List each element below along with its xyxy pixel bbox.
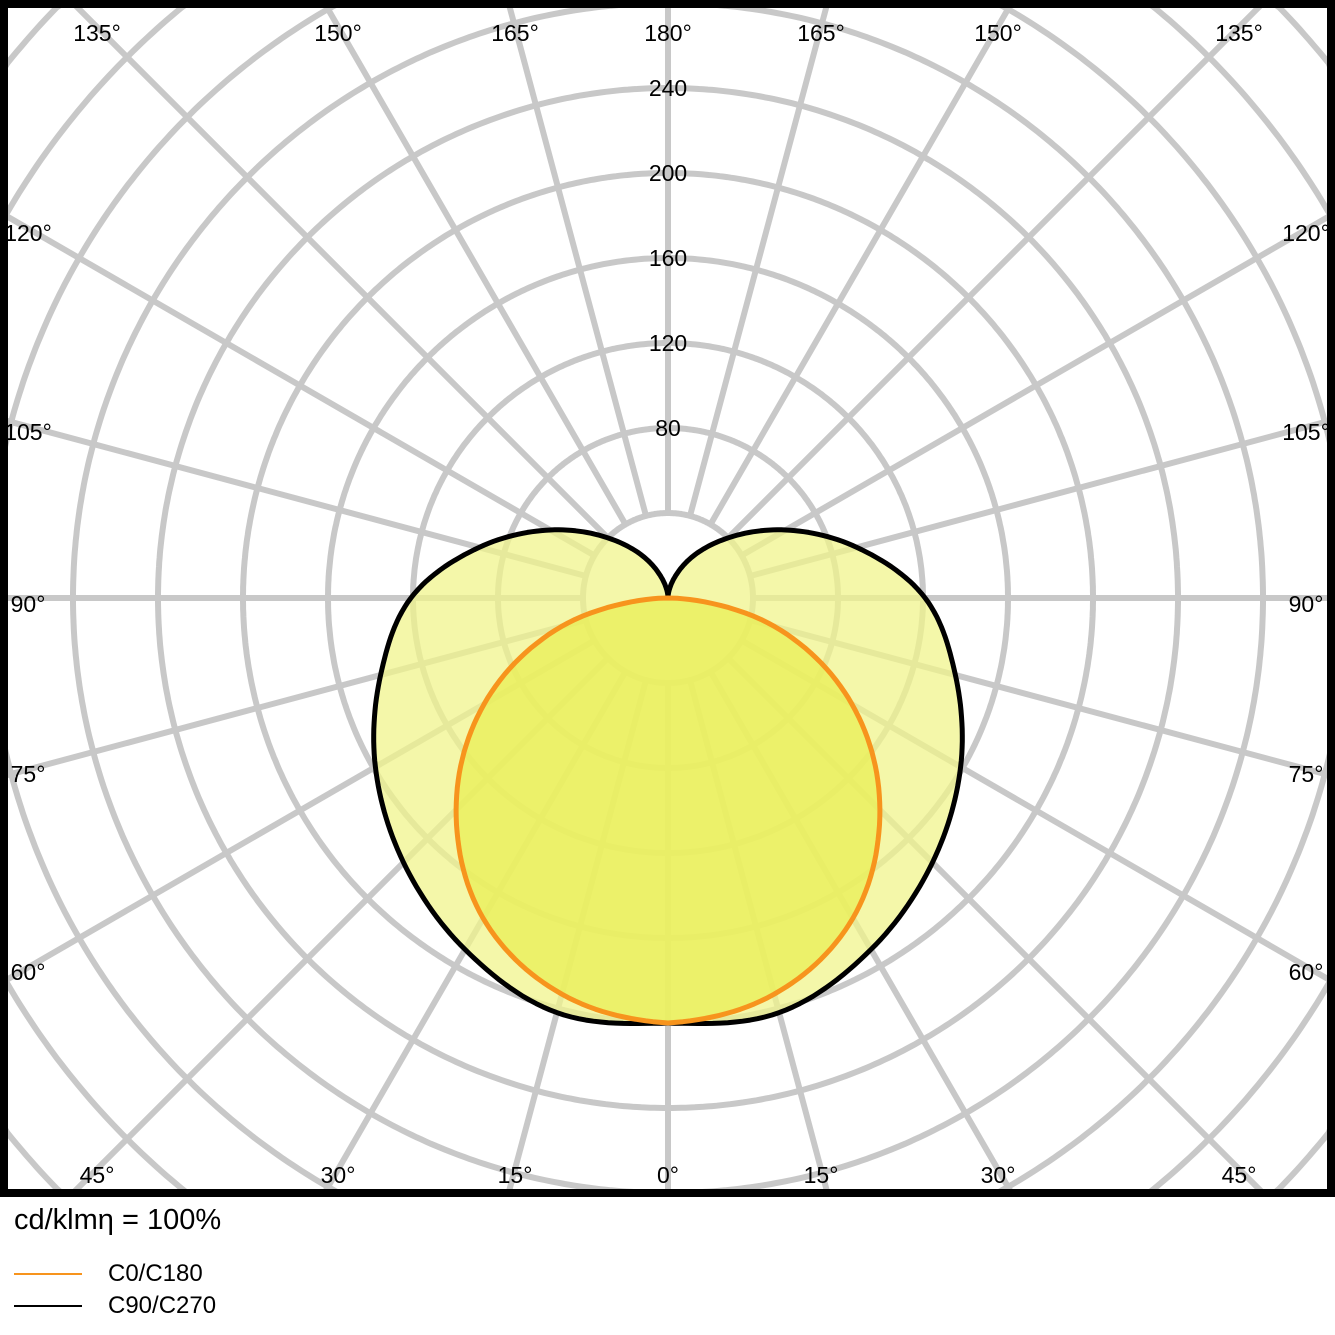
grid-spoke	[4, 212, 596, 559]
curves	[371, 527, 965, 1026]
angle-label-bottom: 30°	[981, 1162, 1016, 1188]
radial-tick-label: 120	[649, 330, 687, 356]
plot-frame	[0, 0, 1335, 1197]
axis-labels: 80 120 160 200 240 135° 150° 165° 180° 165° 150° 13…	[4, 20, 1330, 1188]
angle-label-bottom: 0°	[657, 1162, 679, 1188]
grid-spoke	[505, 4, 649, 517]
legend-label: C0/C180	[108, 1260, 203, 1287]
angle-label-left: 120°	[4, 220, 52, 246]
angle-label-left: 60°	[11, 959, 46, 985]
angle-label-bottom: 30°	[321, 1162, 356, 1188]
angle-label-right: 120°	[1282, 220, 1330, 246]
angle-label-top: 135°	[73, 20, 121, 46]
radial-tick-label: 160	[649, 245, 687, 271]
angle-label-left: 90°	[11, 591, 46, 617]
grid-spoke	[725, 4, 1265, 541]
angle-label-top: 135°	[1215, 20, 1263, 46]
angle-label-bottom: 15°	[498, 1162, 533, 1188]
polar-chart: 80 120 160 200 240 135° 150° 165° 180° 165° 150° 13…	[0, 0, 1335, 1197]
series-line-c0-c180	[453, 595, 883, 1026]
angle-label-top: 165°	[491, 20, 539, 46]
legend-item-c0: C0/C180	[14, 1260, 203, 1288]
radial-tick-label: 200	[649, 160, 687, 186]
angle-label-top: 180°	[644, 20, 692, 46]
unit-label: cd/klmη = 100%	[14, 1204, 222, 1236]
series-fill-c0-c180	[456, 598, 880, 1023]
angle-label-bottom: 15°	[804, 1162, 839, 1188]
grid-spoke	[322, 4, 629, 526]
legend-label: C90/C270	[108, 1292, 217, 1319]
radial-tick-label: 80	[655, 415, 681, 441]
legend-item-c90: C90/C270	[14, 1292, 216, 1320]
grid-spoke	[707, 4, 1014, 526]
angle-label-left: 75°	[11, 761, 46, 787]
legend-swatch-orange	[14, 1273, 82, 1275]
angle-label-top: 150°	[314, 20, 362, 46]
legend-swatch-black	[14, 1305, 82, 1307]
grid-spoke	[71, 4, 611, 541]
angle-label-bottom: 45°	[80, 1162, 115, 1188]
angle-label-right: 60°	[1289, 959, 1324, 985]
angle-label-right: 105°	[1282, 419, 1330, 445]
grid-spoke	[687, 4, 831, 517]
radial-tick-label: 240	[649, 75, 687, 101]
angle-label-right: 75°	[1289, 761, 1324, 787]
grid-spoke	[740, 212, 1331, 559]
angle-label-right: 90°	[1289, 591, 1324, 617]
angle-label-top: 165°	[797, 20, 845, 46]
angle-label-left: 105°	[4, 419, 52, 445]
angle-label-top: 150°	[974, 20, 1022, 46]
angle-label-bottom: 45°	[1222, 1162, 1257, 1188]
